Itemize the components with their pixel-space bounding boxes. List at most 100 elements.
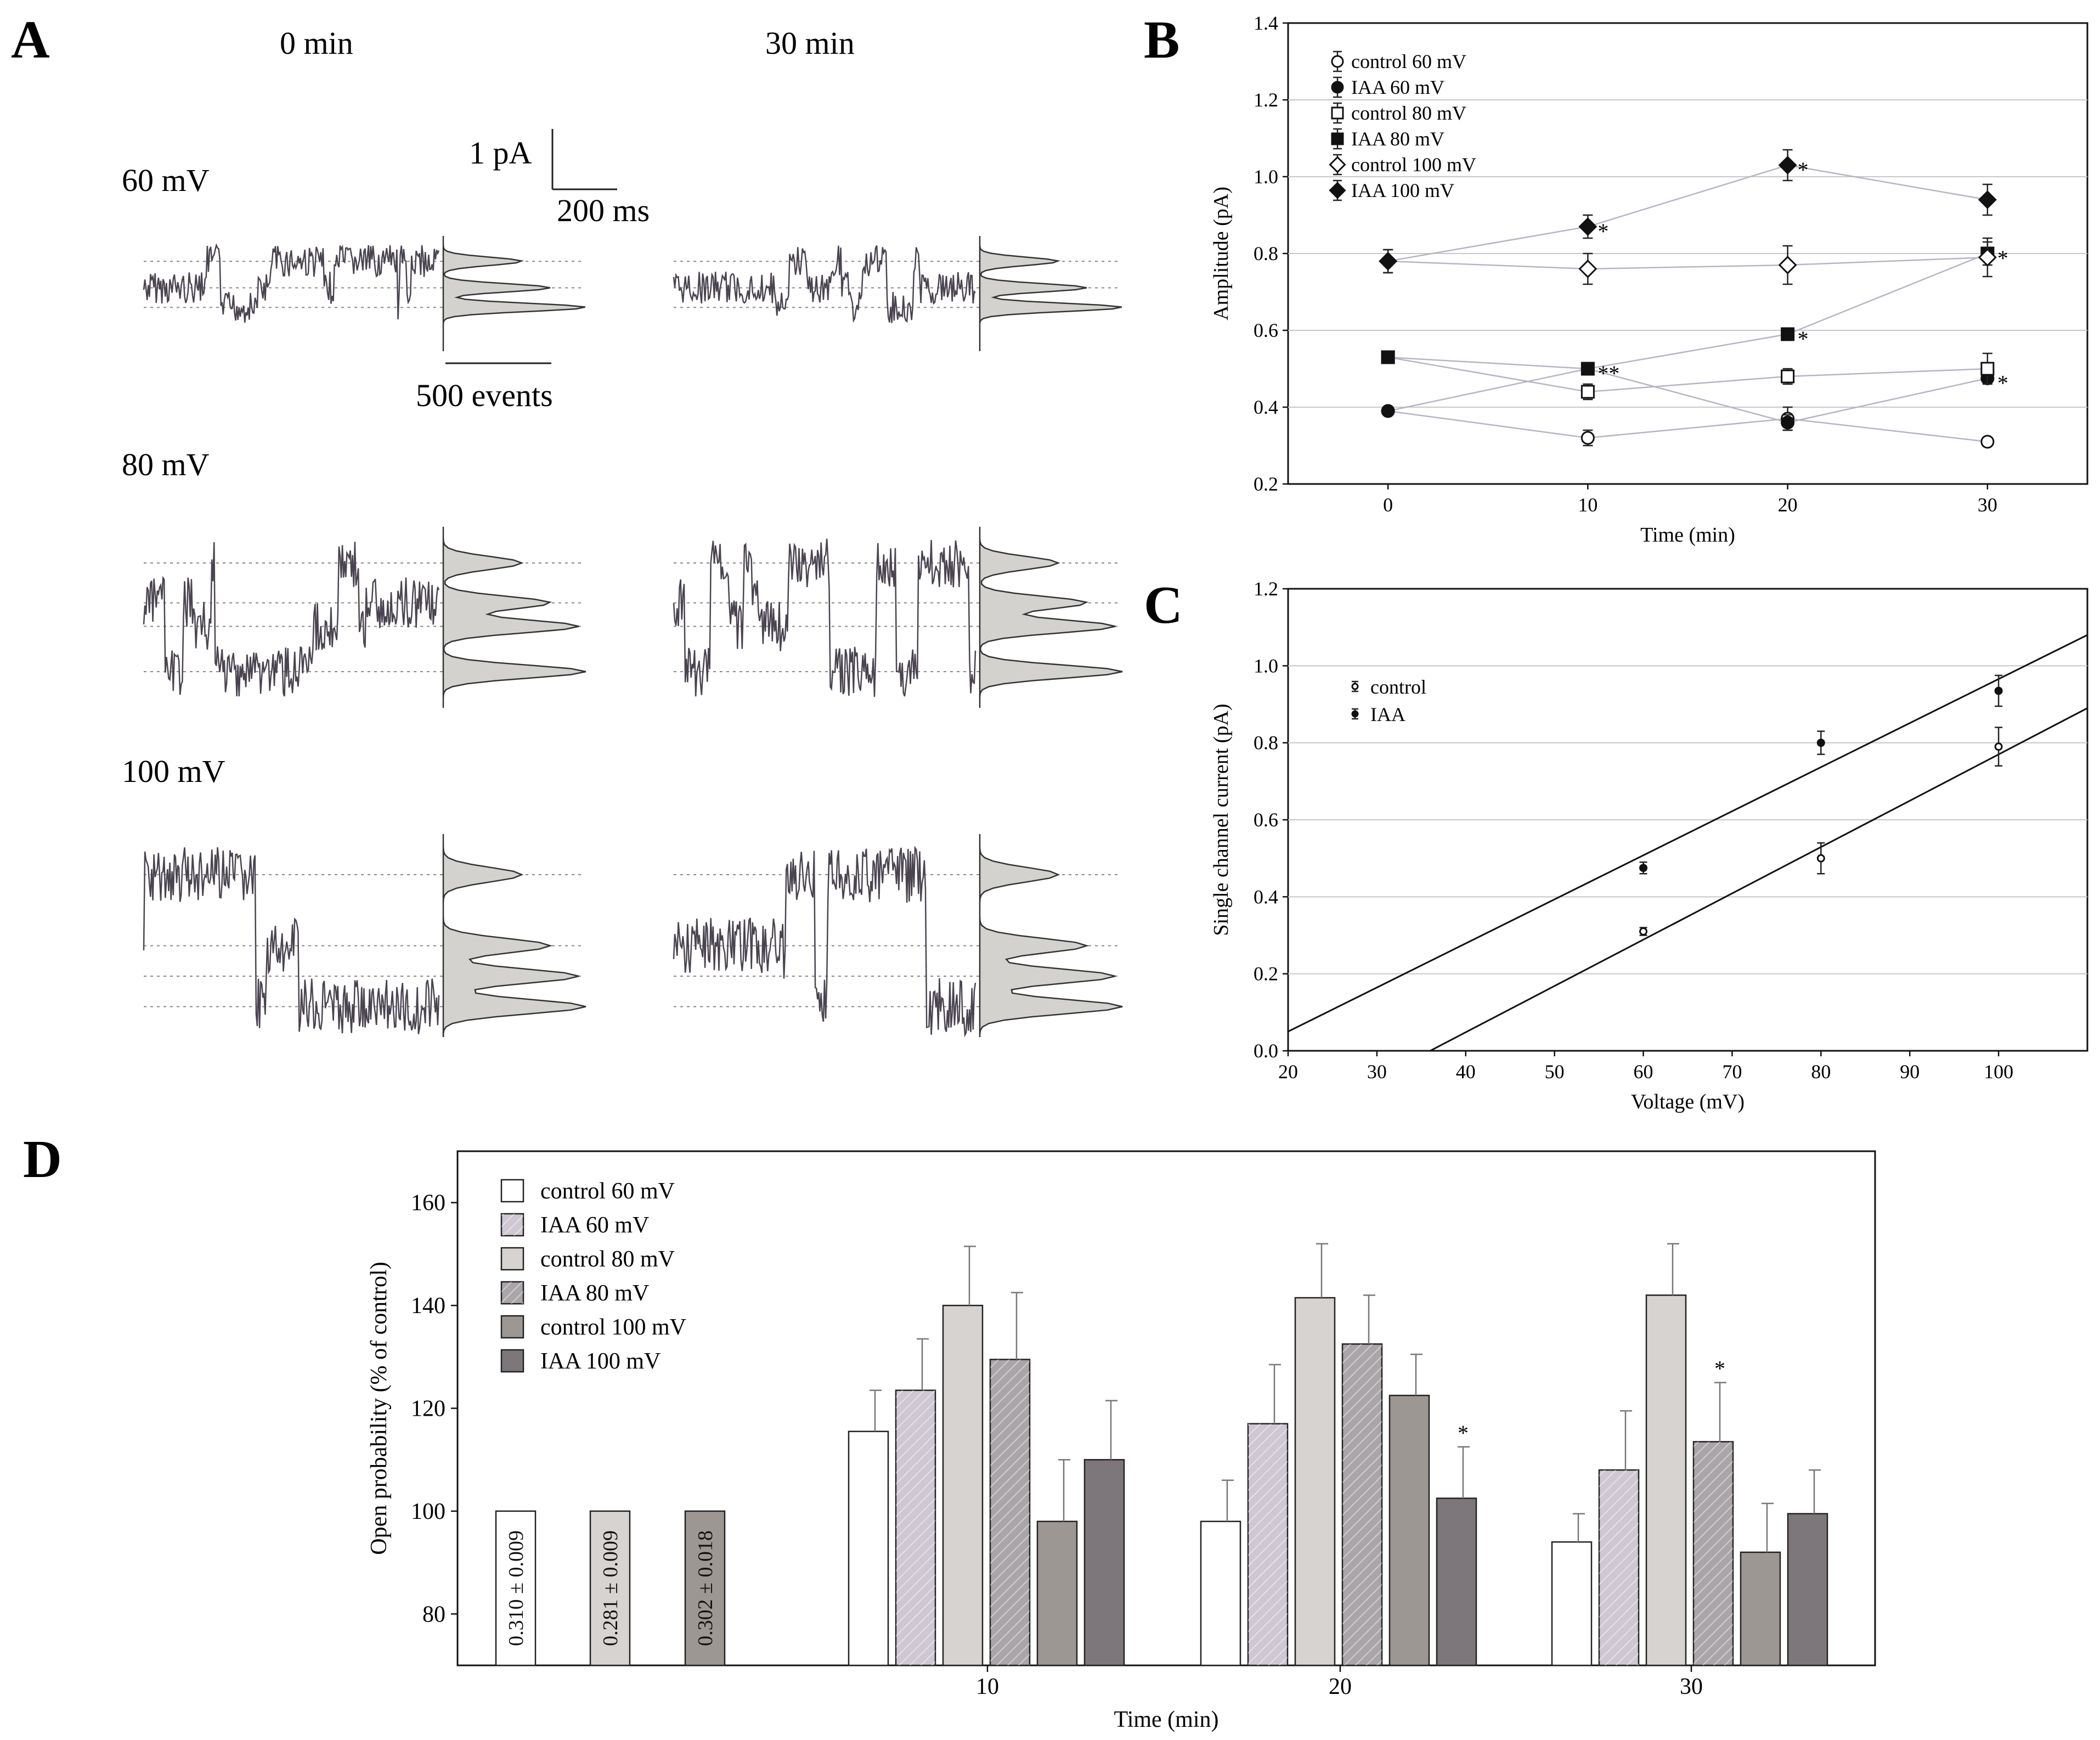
data-point-c <box>1816 854 1825 863</box>
data-point-b <box>1980 362 1995 376</box>
legend-marker-b <box>1331 132 1344 145</box>
data-point-b <box>1379 252 1398 271</box>
legend-swatch-d <box>500 1315 524 1339</box>
y-tick-label-c: 1.2 <box>1254 578 1278 600</box>
legend-marker-b <box>1329 156 1346 173</box>
x-tick-label-d: 30 <box>1680 1674 1703 1699</box>
baseline-bar-label-d: 0.281 ± 0.009 <box>599 1530 622 1646</box>
current-trace-r0-c1 <box>673 245 976 323</box>
amplitude-histogram-r2-c1 <box>979 834 1123 1038</box>
significance-star-d: * <box>1714 1356 1725 1381</box>
y-tick-label-c: 0.0 <box>1254 1040 1278 1062</box>
amplitude-histogram-r1-c1 <box>979 527 1123 708</box>
y-axis-label-b: Amplitude (pA) <box>1210 187 1233 320</box>
legend-label-b: IAA 80 mV <box>1351 128 1444 150</box>
data-point-b <box>1578 260 1597 278</box>
fit-line-c <box>1288 634 2087 1033</box>
current-traces <box>143 236 1123 1038</box>
legend-label-c: IAA <box>1370 703 1405 725</box>
x-tick-label-c: 70 <box>1722 1061 1742 1083</box>
y-tick-label-b: 0.6 <box>1254 319 1278 341</box>
legend-label-d: control 60 mV <box>540 1179 675 1204</box>
bar-d <box>1436 1497 1477 1666</box>
legend-marker-b <box>1331 81 1344 94</box>
y-tick-label-c: 0.6 <box>1254 809 1278 831</box>
series-line-b <box>1387 410 1988 443</box>
panel-b: B 0.2 0.4 0.6 0.8 1.0 1.2 1.4 0 10 20 30 Time (min)… <box>1144 10 2088 547</box>
scale-label-pa: 1 pA <box>469 135 532 171</box>
data-point-b <box>1580 385 1595 399</box>
series-line-b <box>1388 256 1988 270</box>
y-tick-label-b: 1.2 <box>1254 89 1278 111</box>
bar-d <box>1294 1297 1336 1666</box>
y-tick-label-d: 80 <box>422 1602 445 1627</box>
legend-label-b: control 60 mV <box>1351 50 1466 72</box>
data-point-b <box>1978 248 1997 267</box>
current-trace-r1-c0 <box>143 542 440 697</box>
panel-c: C 0.0 0.2 0.4 0.6 0.8 1.0 1.2 20 30 40 50 60 70 80 90 1… <box>1144 576 2088 1113</box>
current-trace-r1-c1 <box>673 538 976 697</box>
bar-d <box>1083 1459 1125 1666</box>
y-tick-label-b: 1.4 <box>1254 12 1278 34</box>
significance-star-b: * <box>1997 246 2008 271</box>
y-tick-label-d: 120 <box>411 1396 445 1422</box>
x-tick-label-c: 80 <box>1811 1061 1831 1083</box>
data-point-b <box>1580 431 1595 445</box>
x-tick-label-c: 100 <box>1984 1061 2013 1083</box>
x-axis-label-d: Time (min) <box>1114 1707 1219 1732</box>
data-point-b <box>1578 217 1597 236</box>
x-tick-label-c: 30 <box>1367 1061 1387 1083</box>
data-point-c <box>1994 742 2003 751</box>
bar-d <box>848 1431 889 1666</box>
x-tick-label-b: 20 <box>1778 494 1798 516</box>
legend-marker-c <box>1351 683 1359 690</box>
y-axis-label-c: Single channel current (pA) <box>1210 703 1233 936</box>
legend-label-b: control 80 mV <box>1351 102 1466 124</box>
y-tick-label-d: 160 <box>411 1191 445 1216</box>
bar-d <box>1036 1521 1078 1666</box>
col-title-30min: 30 min <box>765 25 855 61</box>
legend-label-d: control 100 mV <box>540 1315 686 1340</box>
y-tick-label-d: 140 <box>411 1293 445 1319</box>
x-axis-label-c: Voltage (mV) <box>1631 1090 1745 1113</box>
iv-chart: 0.0 0.2 0.4 0.6 0.8 1.0 1.2 20 30 40 50 60 70 80 90 100… <box>1210 578 2088 1113</box>
series-line-b <box>1388 252 1988 370</box>
row-title-80mv: 80 mV <box>122 447 210 482</box>
legend-label-d: IAA 60 mV <box>540 1213 649 1238</box>
bar-hatch-d <box>1342 1344 1382 1665</box>
series-line-b <box>1387 368 1988 424</box>
data-point-c <box>1816 739 1825 747</box>
series-c-control <box>1430 707 2087 1051</box>
x-tick-label-c: 40 <box>1456 1061 1476 1083</box>
row-title-60mv: 60 mV <box>122 162 210 198</box>
panel-label-b: B <box>1144 10 1179 70</box>
bar-d <box>1787 1513 1828 1666</box>
data-point-b <box>1580 362 1595 376</box>
legend-marker-c <box>1351 710 1359 718</box>
scale-label-events: 500 events <box>416 378 553 413</box>
data-point-b <box>1978 190 1997 209</box>
data-point-b <box>1980 435 1995 449</box>
series-b-iaa-100-mv: ** <box>1379 149 1997 274</box>
current-trace-r2-c1 <box>673 845 976 1038</box>
col-title-0min: 0 min <box>280 25 353 61</box>
amplitude-histogram-r0-c1 <box>979 236 1122 351</box>
significance-star-b: * <box>1798 157 1809 182</box>
current-trace-r2-c0 <box>143 847 440 1034</box>
open-probability-chart: 80 100 120 140 160 Time (min) Open probability… <box>366 1150 1876 1732</box>
bar-d <box>1740 1551 1781 1666</box>
legend-swatch-d <box>500 1247 524 1271</box>
x-tick-label-b: 30 <box>1978 494 1997 516</box>
series-c-iaa <box>1288 634 2087 1033</box>
data-point-b <box>1781 327 1795 341</box>
series-line-b <box>1387 356 1988 393</box>
bar-hatch-d <box>1693 1441 1733 1665</box>
x-tick-label-d: 10 <box>976 1674 999 1699</box>
y-tick-label-c: 1.0 <box>1254 655 1278 677</box>
scale-label-ms: 200 ms <box>557 193 650 228</box>
y-tick-label-b: 1.0 <box>1254 166 1278 188</box>
row-title-100mv: 100 mV <box>122 753 225 789</box>
data-point-b <box>1781 369 1795 384</box>
x-tick-label-b: 0 <box>1383 494 1393 516</box>
